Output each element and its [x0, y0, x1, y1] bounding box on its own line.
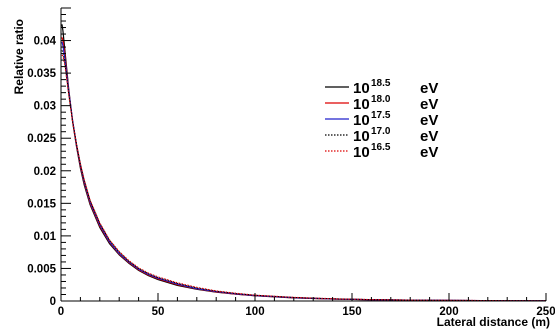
x-tick-label: 250: [536, 306, 555, 318]
legend-label-unit: eV: [420, 144, 438, 161]
y-tick-label: 0.015: [27, 198, 56, 210]
legend-label-exponent: 17.0: [371, 126, 391, 137]
y-tick-label: 0.035: [27, 68, 56, 80]
legend-label-unit: eV: [420, 80, 438, 97]
y-tick-label: 0.025: [27, 133, 56, 145]
y-tick-label: 0.005: [27, 263, 56, 275]
legend-label-unit: eV: [420, 112, 438, 129]
legend-label-base: 10: [353, 128, 370, 145]
x-axis-title: Lateral distance (m): [437, 315, 550, 329]
x-tick-label: 150: [342, 306, 361, 318]
x-tick-label: 200: [439, 306, 458, 318]
axes-layer: [60, 8, 546, 302]
legend-label-base: 10: [353, 80, 370, 97]
x-tick-label: 50: [152, 306, 165, 318]
legend-label-base: 10: [353, 112, 370, 129]
legend-label-unit: eV: [420, 128, 438, 145]
y-tick-label: 0.01: [34, 231, 57, 243]
legend-label-exponent: 18.5: [371, 78, 391, 89]
series-line-18-0: [61, 37, 547, 302]
legend-label-exponent: 16.5: [371, 142, 391, 153]
ticks-layer: 0 50 100 150 200 250 0 0.005 0.01 0.015 0.02 0.025 0…: [27, 7, 555, 318]
x-tick-label: 0: [58, 306, 64, 318]
y-axis-title: Relative ratio: [12, 19, 26, 94]
legend-label-unit: eV: [420, 96, 438, 113]
legend-label-base: 10: [353, 144, 370, 161]
series-layer: [61, 24, 547, 302]
legend-label-base: 10: [353, 96, 370, 113]
x-tick-label: 100: [245, 306, 264, 318]
legend-label-exponent: 18.0: [371, 94, 391, 105]
y-tick-label: 0.02: [34, 166, 56, 178]
series-line-17-5: [61, 41, 547, 302]
legend-label-exponent: 17.5: [371, 110, 391, 121]
y-tick-label: 0.03: [34, 101, 56, 113]
series-line-17-0: [61, 50, 547, 302]
series-line-16-5: [61, 54, 547, 302]
y-tick-label: 0: [50, 296, 56, 308]
series-line-18-5: [61, 24, 547, 302]
y-tick-label: 0.04: [34, 36, 57, 48]
